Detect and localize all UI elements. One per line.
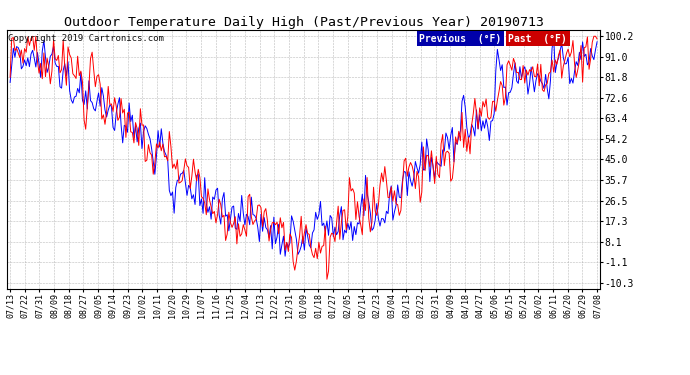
Text: Copyright 2019 Cartronics.com: Copyright 2019 Cartronics.com (8, 34, 164, 43)
Text: Previous  (°F): Previous (°F) (420, 34, 502, 44)
Title: Outdoor Temperature Daily High (Past/Previous Year) 20190713: Outdoor Temperature Daily High (Past/Pre… (63, 16, 544, 29)
Text: Past  (°F): Past (°F) (509, 34, 567, 44)
